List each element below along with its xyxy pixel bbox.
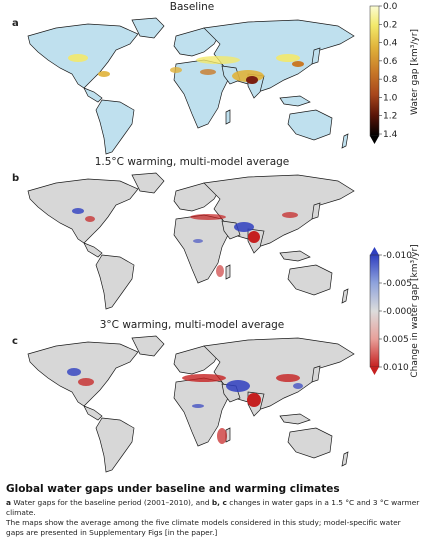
landmass-shape — [131, 172, 165, 194]
landmass-shape — [311, 365, 321, 383]
colorbar-tick-label: 0.2 — [383, 20, 397, 30]
landmass-shape — [279, 413, 311, 425]
colorbar-tick-label: -0.005 — [383, 279, 412, 289]
landmass-shape — [131, 335, 165, 357]
map-baseline — [27, 17, 355, 155]
panel-c-label: c — [12, 336, 18, 347]
landmass-shape — [225, 109, 231, 125]
caption-line-2: The maps show the average among the five… — [6, 518, 401, 537]
colorbar-change: -0.010 -0.005 -0.000 0.005 0.010 Change in w… — [369, 244, 420, 378]
landmass-shape — [173, 377, 231, 447]
colorbar-tick-label: 0.0 — [383, 2, 398, 12]
map-change-1p5 — [27, 172, 355, 310]
landmass-shape — [27, 341, 139, 407]
hotspots-baseline — [68, 54, 304, 84]
landmass-shape — [131, 17, 165, 39]
landmass-shape — [83, 405, 103, 421]
colorbar-tick-label: -0.000 — [383, 307, 412, 317]
figure-caption: Global water gaps under baseline and war… — [6, 483, 420, 538]
colorbar-change-label: Change in water gap [km³/yr] — [410, 244, 420, 377]
world-landmass-1p5 — [27, 172, 355, 310]
caption-line-1: a Water gaps for the baseline period (20… — [6, 498, 420, 518]
colorbar-tick-label: 0.6 — [383, 57, 398, 67]
landmass-shape — [95, 417, 135, 473]
world-landmass-baseline — [27, 17, 355, 155]
landmass-shape — [95, 254, 135, 310]
landmass-shape — [287, 264, 333, 296]
landmass-shape — [279, 95, 311, 107]
landmass-shape — [287, 109, 333, 141]
landmass-shape — [311, 47, 321, 65]
colorbar-tick-label: 1.0 — [383, 93, 398, 103]
colorbar-tick-label: -0.010 — [383, 251, 412, 261]
caption-a: a — [6, 498, 11, 507]
caption-text-2: changes in water gaps in a 1.5 °C and 3 … — [6, 498, 420, 517]
colorbar-tick-label: 1.4 — [383, 130, 398, 140]
caption-title: Global water gaps under baseline and war… — [6, 483, 340, 495]
colorbar-baseline-label: Water gap [km³/yr] — [410, 29, 420, 115]
colorbar-tick-label: 0.8 — [383, 75, 398, 85]
hotspots-1p5 — [72, 208, 298, 277]
map-change-3 — [27, 335, 355, 473]
colorbar-tick-label: 0.4 — [383, 39, 398, 49]
caption-text-1: Water gaps for the baseline period (2001… — [11, 498, 212, 507]
panel-a-title: Baseline — [169, 1, 215, 13]
world-landmass-3 — [27, 335, 355, 473]
landmass-shape — [83, 87, 103, 103]
landmass-shape — [341, 451, 349, 467]
landmass-shape — [83, 242, 103, 258]
landmass-shape — [287, 427, 333, 459]
landmass-shape — [279, 250, 311, 262]
panel-a: Baseline a — [0, 0, 424, 160]
landmass-shape — [225, 264, 231, 280]
hotspots-3 — [67, 368, 303, 444]
colorbar-baseline: 0.0 0.2 0.4 0.6 0.8 1.0 1.2 1.4 Water gap [km³/… — [369, 2, 420, 144]
landmass-shape — [311, 202, 321, 220]
panel-b-label: b — [12, 173, 20, 184]
caption-bc: b, c — [211, 498, 227, 507]
panel-a-label: a — [12, 18, 19, 29]
landmass-shape — [95, 99, 135, 155]
panel-c-title: 3°C warming, multi-model average — [99, 319, 285, 331]
panel-c: 3°C warming, multi-model average c — [0, 318, 424, 478]
landmass-shape — [341, 288, 349, 304]
panel-b: 1.5°C warming, multi-model average b — [0, 155, 424, 378]
colorbar-tick-label: 0.010 — [383, 363, 409, 373]
colorbar-tick-label: 0.005 — [383, 335, 409, 345]
panel-b-title: 1.5°C warming, multi-model average — [94, 156, 290, 168]
colorbar-tick-label: 1.2 — [383, 112, 397, 122]
landmass-shape — [341, 133, 349, 149]
